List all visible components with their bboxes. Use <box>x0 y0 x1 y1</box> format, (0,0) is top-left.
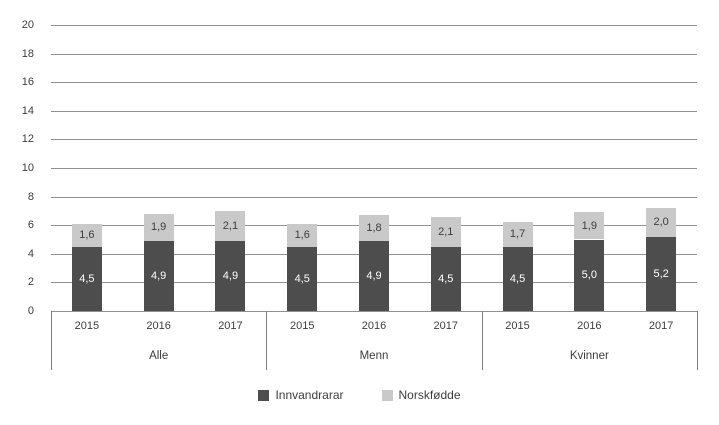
x-axis-group-label: Alle <box>149 350 169 362</box>
bar-segment-norskfødde <box>143 213 174 241</box>
x-axis-year-label: 2016 <box>361 320 387 332</box>
bar-value-label: 2,0 <box>653 216 669 229</box>
bar-segment-norskfødde <box>646 208 677 237</box>
x-axis-year-label: 2017 <box>433 320 458 332</box>
bar-value-label: 4,9 <box>151 269 167 282</box>
x-axis-group-label: Menn <box>359 350 389 362</box>
y-axis-tick-label: 6 <box>27 219 34 232</box>
legend-item: Norskfødde <box>381 388 461 402</box>
y-axis-tick-label: 20 <box>21 19 34 31</box>
bar-segment-innvandrarar <box>646 236 677 311</box>
bar-segment-norskfødde <box>359 215 389 241</box>
gridline <box>51 53 697 55</box>
bar-segment-norskfødde <box>430 216 461 247</box>
bar-value-label: 1,7 <box>509 228 526 241</box>
bar-value-label: 5,2 <box>653 267 669 280</box>
legend-label: Norskfødde <box>398 388 461 402</box>
gridline <box>51 82 697 84</box>
gridline <box>51 110 697 112</box>
x-axis-year-label: 2016 <box>146 320 171 332</box>
bar-segment-norskfødde <box>71 223 102 247</box>
x-axis-year-label: 2017 <box>218 320 243 332</box>
bar-value-label: 4,5 <box>294 272 310 285</box>
legend-item: Innvandrarar <box>258 388 344 402</box>
gridline <box>51 25 697 26</box>
group-divider-line <box>697 311 698 370</box>
group-divider-line <box>266 311 268 370</box>
bar-value-label: 1,6 <box>294 229 310 242</box>
bar-value-label: 4,9 <box>222 269 239 282</box>
bar-value-label: 1,9 <box>581 219 597 232</box>
x-axis-year-label: 2015 <box>74 320 100 332</box>
gridline <box>51 196 697 198</box>
bar-value-label: 4,5 <box>509 272 526 285</box>
bar-value-label: 4,9 <box>366 269 382 282</box>
y-axis-tick-label: 14 <box>21 104 34 117</box>
y-axis-tick-label: 4 <box>27 247 34 260</box>
bar-segment-innvandrarar <box>359 240 389 311</box>
bar-value-label: 1,9 <box>151 221 167 234</box>
x-axis-year-label: 2017 <box>648 320 674 332</box>
bar-segment-norskfødde <box>215 210 246 241</box>
bar-segment-innvandrarar <box>143 240 174 311</box>
bar-value-label: 1,8 <box>366 222 382 235</box>
y-axis-tick-label: 0 <box>27 305 34 317</box>
bar-segment-innvandrarar <box>430 246 461 311</box>
bar-segment-innvandrarar <box>574 239 605 311</box>
bar-value-label: 1,6 <box>79 229 95 242</box>
x-axis-year-label: 2016 <box>577 320 602 332</box>
legend-label: Innvandrarar <box>275 388 344 402</box>
bar-value-label: 2,1 <box>438 225 454 238</box>
gridline <box>51 139 697 141</box>
y-axis-tick-label: 10 <box>21 162 34 174</box>
y-axis-tick-label: 12 <box>21 133 34 146</box>
bar-segment-innvandrarar <box>71 246 102 311</box>
group-divider-line <box>481 311 483 370</box>
bar-segment-norskfødde <box>502 222 533 247</box>
y-axis-tick-label: 8 <box>27 190 34 203</box>
bar-value-label: 2,1 <box>222 219 239 232</box>
x-axis-year-label: 2015 <box>289 320 315 332</box>
bar-segment-norskfødde <box>574 212 605 240</box>
legend-swatch <box>381 389 393 401</box>
bar-segment-innvandrarar <box>287 246 318 311</box>
x-axis-year-label: 2015 <box>505 320 530 332</box>
bar-value-label: 5,0 <box>581 269 597 282</box>
legend: Innvandrarar Norskfødde <box>0 388 719 402</box>
bar-segment-innvandrarar <box>502 246 533 311</box>
legend-swatch <box>258 389 270 401</box>
gridline <box>51 311 697 312</box>
y-axis-tick-label: 16 <box>21 76 34 89</box>
y-axis-tick-label: 18 <box>21 47 34 60</box>
group-divider-line <box>51 311 52 370</box>
gridline <box>51 168 697 169</box>
bar-value-label: 4,5 <box>79 272 95 285</box>
y-axis-tick-label: 2 <box>27 276 34 289</box>
bar-value-label: 4,5 <box>438 272 454 285</box>
x-axis-group-label: Kvinner <box>569 350 609 362</box>
bar-segment-norskfødde <box>287 223 318 247</box>
bar-segment-innvandrarar <box>215 240 246 311</box>
